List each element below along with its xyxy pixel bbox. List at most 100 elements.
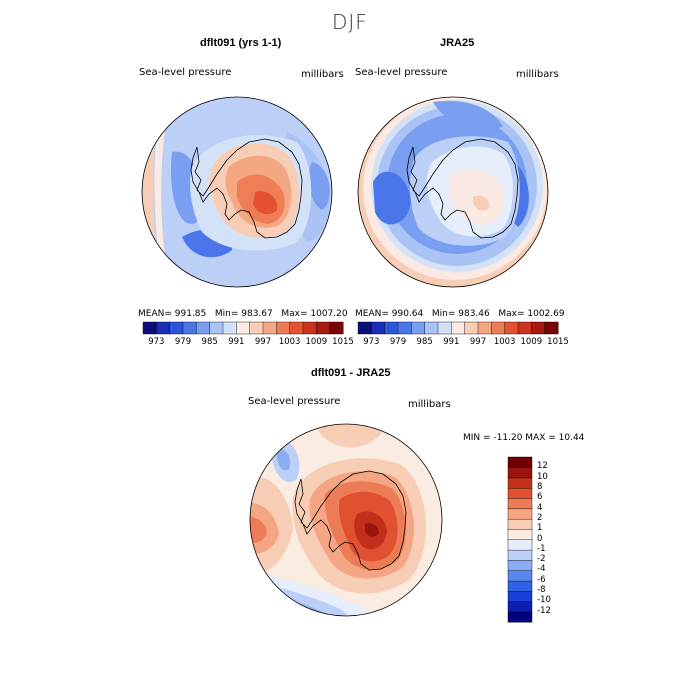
panel3-colorbar-swatch <box>507 518 533 530</box>
panel3-colorbar-labels: 12 10 8 6 4 2 1 0 -1 -2 -4 -6 -8 -10 -12 <box>537 457 577 622</box>
panel1-colorbar-swatch <box>262 321 277 335</box>
panel3-colorbar-swatch <box>507 549 533 561</box>
panel3-colorbar-swatch <box>507 456 533 468</box>
panel3-colorbar <box>507 456 533 623</box>
panel3-field-ant-6 <box>365 523 379 537</box>
panel3-colorbar-tick-label: 4 <box>537 502 543 513</box>
panel2-stats: MEAN= 990.64 Min= 983.46 Max= 1002.69 <box>355 309 565 319</box>
panel2-colorbar-swatch <box>397 321 412 335</box>
panel1-colorbar-swatch <box>142 321 157 335</box>
panel3-colorbar-tick-label: -1 <box>537 543 546 554</box>
panel1-colorbar-swatch <box>249 321 264 335</box>
panel2-map <box>357 96 549 288</box>
panel1-colorbar-swatch <box>289 321 304 335</box>
panel3-colorbar-swatch <box>507 508 533 520</box>
panel3-colorbar-tick-label: -4 <box>537 564 546 575</box>
panel3-colorbar-tick-label: 1 <box>537 523 543 534</box>
panel3-colorbar-swatch <box>507 601 533 613</box>
panel3-colorbar-swatch <box>507 477 533 489</box>
panel2-max-value: 1002.69 <box>527 309 565 319</box>
panel2-field-low-north <box>433 100 503 129</box>
panel2-title: JRA25 <box>440 37 475 49</box>
panel2-colorbar-tick-label: 979 <box>389 337 407 347</box>
panel3-variable-label: Sea-level pressure <box>248 396 341 407</box>
panel1-colorbar-tick-label: 985 <box>201 337 218 347</box>
panel2-colorbar-swatch <box>411 321 426 335</box>
panel1-colorbar-tick-label: 1003 <box>278 337 301 347</box>
panel2-colorbar-swatch <box>491 321 506 335</box>
panel1-colorbar-tick-label: 991 <box>228 337 245 347</box>
panel1-colorbar-tick-label: 1015 <box>332 337 354 347</box>
panel2-units-label: millibars <box>516 69 559 80</box>
panel2-mean-value: 990.64 <box>391 309 424 319</box>
panel3-colorbar-tick-label: 10 <box>537 471 548 482</box>
panel1-colorbar-swatch <box>209 321 224 335</box>
panel1-variable-label: Sea-level pressure <box>139 67 232 78</box>
panel1-colorbar-swatch <box>182 321 197 335</box>
panel1-field-ant-4 <box>253 191 278 215</box>
panel3-map-border <box>249 423 443 617</box>
panel2-colorbar-swatch <box>384 321 399 335</box>
panel2-colorbar-tick-label: 1003 <box>493 337 516 347</box>
panel1-max-value: 1007.20 <box>310 309 348 319</box>
panel1-colorbar-tick-label: 997 <box>254 337 272 347</box>
panel3-colorbar-swatch <box>507 498 533 510</box>
panel3-colorbar-swatch <box>507 559 533 571</box>
panel1-colorbar-swatch <box>276 321 291 335</box>
panel3-field-east-neg <box>427 519 442 594</box>
panel1-mean-value: 991.85 <box>174 309 207 319</box>
panel1-colorbar-swatch <box>236 321 251 335</box>
panel3-title: dflt091 - JRA25 <box>311 367 391 379</box>
panel2-coastline <box>406 138 519 239</box>
panel3-colorbar-tick-label: -8 <box>537 585 546 596</box>
panel2-field-low-west <box>373 171 411 225</box>
panel3-colorbar-tick-label: -6 <box>537 574 546 585</box>
panel2-map-border <box>357 96 549 288</box>
panel3-colorbar-swatch <box>507 539 533 551</box>
panel3-colorbar-tick-label: -10 <box>537 595 551 606</box>
panel2-colorbar-labels: 973 979 985 991 997 1003 1009 1015 <box>358 337 569 349</box>
panel2-colorbar-swatch <box>517 321 532 335</box>
panel3-colorbar-tick-label: 12 <box>537 461 548 472</box>
panel1-coastline <box>190 138 303 239</box>
panel3-field-south-neg-5 <box>250 607 293 616</box>
panel3-colorbar-swatch <box>507 570 533 582</box>
figure-title: DJF <box>332 10 368 34</box>
panel2-colorbar-swatch <box>531 321 546 335</box>
panel3-coastline <box>294 470 407 571</box>
panel1-title: dflt091 (yrs 1-1) <box>200 37 282 49</box>
panel3-units-label: millibars <box>408 399 451 410</box>
panel2-colorbar-tick-label: 985 <box>416 337 433 347</box>
panel2-colorbar-swatch <box>371 321 386 335</box>
panel1-stats: MEAN= 991.85 Min= 983.67 Max= 1007.20 <box>138 309 348 319</box>
panel2-min-value: 983.46 <box>458 309 490 319</box>
panel1-map <box>141 96 333 288</box>
panel1-field-low-east <box>308 162 330 210</box>
panel1-colorbar <box>142 321 344 335</box>
panel1-colorbar-tick-label: 973 <box>148 337 165 347</box>
panel2-colorbar-tick-label: 991 <box>443 337 460 347</box>
panel3-colorbar-tick-label: -2 <box>537 554 546 565</box>
panel2-colorbar-swatch <box>451 321 466 335</box>
panel3-stats: MIN = -11.20 MAX = 10.44 <box>463 433 585 443</box>
panel3-map <box>249 423 443 617</box>
panel1-min-value: 983.67 <box>241 309 273 319</box>
panel1-colorbar-swatch <box>316 321 331 335</box>
panel2-field-ant-3 <box>473 195 490 211</box>
panel3-colorbar-swatch <box>507 611 533 623</box>
panel1-colorbar-tick-label: 979 <box>174 337 192 347</box>
panel3-colorbar-tick-label: 6 <box>537 492 543 503</box>
panel3-colorbar-tick-label: 0 <box>537 533 543 544</box>
panel1-field-edge-west-inner <box>154 112 169 282</box>
panel3-colorbar-swatch <box>507 487 533 499</box>
panel1-colorbar-swatch <box>222 321 237 335</box>
panel1-colorbar-swatch <box>156 321 171 335</box>
panel1-map-border <box>141 96 333 288</box>
panel1-colorbar-swatch <box>196 321 211 335</box>
panel3-colorbar-swatch <box>507 580 533 592</box>
panel1-colorbar-labels: 973 979 985 991 997 1003 1009 1015 <box>143 337 354 349</box>
panel2-colorbar-swatch <box>477 321 492 335</box>
panel1-colorbar-swatch <box>302 321 317 335</box>
panel2-colorbar <box>357 321 559 335</box>
panel3-colorbar-tick-label: -12 <box>537 605 551 616</box>
